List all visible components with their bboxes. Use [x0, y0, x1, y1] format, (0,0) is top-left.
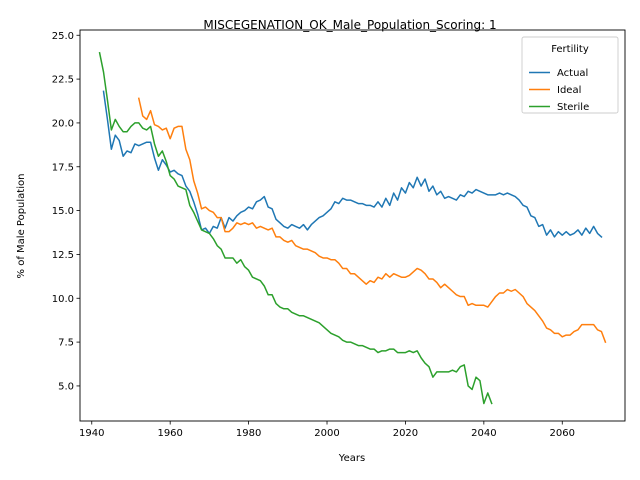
chart-title: MISCEGENATION_OK_Male_Population_Scoring… [203, 18, 496, 32]
x-tick-label: 2020 [393, 428, 418, 439]
legend: Fertility Actual Ideal Sterile [521, 36, 619, 114]
y-tick-label: 10.0 [52, 294, 74, 305]
y-axis: 5.0 7.5 10.0 12.5 15.0 17.5 20.0 22.5 25.0 [52, 31, 80, 392]
y-tick-label: 15.0 [52, 206, 74, 217]
series-line-ideal [137, 97, 607, 344]
legend-label-ideal: Ideal [557, 85, 581, 96]
y-tick-label: 12.5 [52, 250, 74, 261]
y-tick-label: 17.5 [52, 162, 74, 173]
series-line-actual [102, 90, 603, 238]
plot-frame [79, 29, 626, 422]
x-tick-label: 1940 [79, 428, 104, 439]
y-axis-label: % of Male Population [16, 174, 27, 279]
x-tick-label: 2040 [471, 428, 496, 439]
x-axis-label: Years [338, 453, 365, 464]
x-axis: 1940 1960 1980 2000 2020 2040 2060 [79, 421, 575, 439]
legend-label-sterile: Sterile [557, 102, 589, 113]
x-tick-label: 2000 [314, 428, 339, 439]
y-tick-label: 22.5 [52, 75, 74, 86]
x-tick-label: 1960 [157, 428, 182, 439]
legend-entries: Actual Ideal Sterile [529, 68, 589, 113]
legend-label-actual: Actual [557, 68, 588, 79]
series-line-sterile [98, 51, 493, 405]
y-tick-label: 5.0 [58, 381, 74, 392]
y-tick-label: 7.5 [58, 338, 74, 349]
legend-title: Fertility [551, 44, 589, 55]
y-tick-label: 25.0 [52, 31, 74, 42]
x-tick-label: 2060 [550, 428, 575, 439]
x-tick-label: 1980 [236, 428, 261, 439]
legend-box [521, 36, 619, 114]
plot-lines [98, 51, 607, 405]
y-tick-label: 20.0 [52, 118, 74, 129]
